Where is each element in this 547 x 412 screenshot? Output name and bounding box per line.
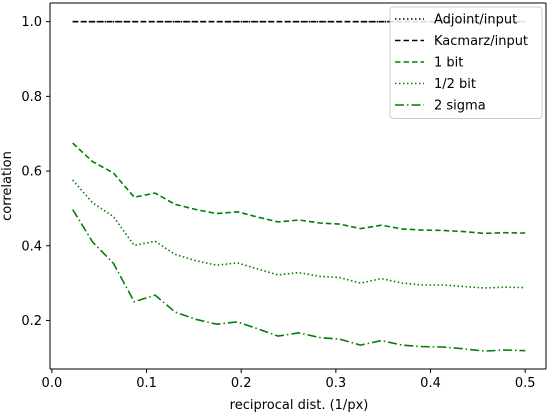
x-tick-label: 0.1 [136, 376, 157, 391]
y-tick-label: 1.0 [21, 15, 42, 30]
legend-label-1: Kacmarz/input [434, 34, 528, 49]
y-tick-label: 0.4 [21, 239, 42, 254]
y-tick-label: 0.2 [21, 314, 42, 329]
x-tick-label: 0.2 [231, 376, 252, 391]
legend-label-2: 1 bit [434, 56, 463, 71]
axes [49, 2, 547, 370]
x-tick-label: 0.4 [420, 376, 441, 391]
series-line-3 [72, 179, 526, 289]
y-tick-label: 0.6 [21, 165, 42, 180]
ticks: 0.0 0.1 0.2 0.3 0.4 0.5 0.2 0.4 0.6 0.8 1.0 [21, 15, 535, 391]
x-tick-label: 0.5 [515, 376, 536, 391]
x-axis-label: reciprocal dist. (1/px) [230, 398, 369, 412]
legend-label-3: 1/2 bit [434, 77, 476, 92]
series-line-2 [72, 142, 526, 235]
series-line-4 [72, 209, 526, 352]
legend-box [389, 6, 543, 119]
legend-label-4: 2 sigma [434, 99, 486, 114]
y-axis-label: correlation [0, 151, 15, 221]
legend: Adjoint/input Kacmarz/input 1 bit 1/2 bit 2 … [389, 6, 543, 119]
x-tick-label: 0.3 [326, 376, 347, 391]
legend-label-0: Adjoint/input [434, 13, 517, 28]
y-tick-label: 0.8 [21, 90, 42, 105]
x-tick-label: 0.0 [42, 376, 63, 391]
